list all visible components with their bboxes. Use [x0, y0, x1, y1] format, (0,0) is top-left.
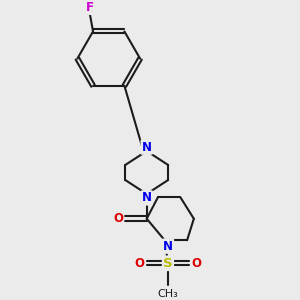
Text: CH₃: CH₃	[158, 289, 178, 299]
Text: F: F	[86, 1, 94, 14]
Text: O: O	[134, 257, 144, 270]
Text: O: O	[192, 257, 202, 270]
Text: N: N	[142, 141, 152, 154]
Text: N: N	[163, 240, 173, 253]
Text: O: O	[113, 212, 123, 225]
Text: N: N	[142, 191, 152, 204]
Text: S: S	[163, 257, 173, 270]
